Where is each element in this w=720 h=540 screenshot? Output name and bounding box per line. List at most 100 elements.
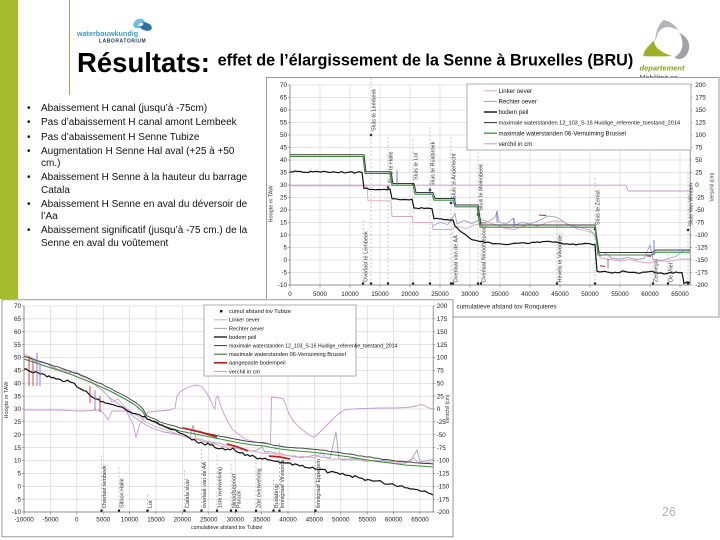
svg-text:20: 20 (14, 432, 22, 439)
svg-text:55: 55 (14, 342, 22, 349)
svg-text:limnigraaf Vilvoorde: limnigraaf Vilvoorde (280, 460, 286, 508)
svg-text:Rechter oever: Rechter oever (499, 99, 537, 106)
svg-text:0: 0 (17, 483, 21, 490)
svg-text:Sluis te Zemst: Sluis te Zemst (595, 190, 601, 225)
svg-text:-50: -50 (437, 432, 447, 439)
svg-text:45: 45 (14, 368, 22, 375)
svg-text:40000: 40000 (279, 517, 297, 524)
svg-text:75: 75 (695, 145, 703, 152)
svg-text:-25: -25 (695, 195, 705, 202)
svg-text:100: 100 (695, 132, 706, 139)
svg-text:bodem peil: bodem peil (229, 335, 256, 341)
svg-text:Sluis te Halle: Sluis te Halle (388, 151, 394, 183)
svg-text:40: 40 (280, 157, 288, 164)
svg-text:De Vliet: De Vliet (668, 262, 674, 282)
svg-text:Sifoon Halle: Sifoon Halle (119, 478, 125, 508)
svg-text:Rechter oever: Rechter oever (229, 326, 264, 332)
svg-text:25: 25 (695, 170, 703, 177)
svg-text:Sluis te Anderlecht: Sluis te Anderlecht (451, 153, 457, 199)
svg-text:Lot: Lot (148, 500, 154, 508)
svg-text:30: 30 (14, 406, 22, 413)
svg-text:65: 65 (280, 95, 288, 102)
svg-text:40: 40 (14, 381, 22, 388)
svg-text:cumulatieve afstand tov Ronqu: cumulatieve afstand tov Ronquieres (457, 304, 557, 311)
svg-text:55000: 55000 (611, 291, 629, 298)
svg-text:-5: -5 (281, 270, 287, 277)
svg-text:25: 25 (437, 393, 445, 400)
svg-text:-150: -150 (437, 483, 450, 490)
svg-text:150: 150 (695, 107, 706, 114)
svg-text:25: 25 (280, 195, 288, 202)
svg-text:-5: -5 (15, 496, 21, 503)
svg-text:55: 55 (280, 120, 288, 127)
svg-text:60: 60 (280, 107, 288, 114)
svg-text:Verschil (cm): Verschil (cm) (445, 394, 451, 423)
svg-text:Overlaat Ninoofsepoort 1: Overlaat Ninoofsepoort 1 (481, 221, 487, 282)
svg-text:125: 125 (437, 342, 448, 349)
svg-text:20: 20 (280, 207, 288, 214)
svg-text:Overlast te Lembeek: Overlast te Lembeek (363, 231, 369, 282)
svg-text:45: 45 (280, 145, 288, 152)
svg-text:50: 50 (14, 355, 22, 362)
svg-text:departement: departement (640, 64, 686, 73)
svg-text:-125: -125 (695, 245, 708, 252)
svg-text:25000: 25000 (431, 291, 449, 298)
svg-text:2de overwelving: 2de overwelving (256, 468, 262, 508)
svg-text:-125: -125 (437, 471, 450, 478)
svg-text:0: 0 (437, 406, 441, 413)
svg-text:5000: 5000 (313, 291, 328, 298)
svg-text:-200: -200 (437, 509, 450, 516)
svg-text:Verschil (cm): Verschil (cm) (710, 172, 716, 201)
svg-text:-175: -175 (695, 270, 708, 277)
svg-text:1ste overwelving: 1ste overwelving (217, 467, 223, 508)
svg-text:150: 150 (437, 329, 448, 336)
svg-text:Linker oever: Linker oever (229, 318, 260, 324)
svg-text:50: 50 (437, 381, 445, 388)
svg-text:70: 70 (280, 82, 288, 89)
svg-text:65000: 65000 (671, 291, 689, 298)
svg-text:maximale waterstanden 12_103_S: maximale waterstanden 12_103_S-16 Huidig… (229, 344, 398, 350)
svg-text:35000: 35000 (253, 517, 271, 524)
svg-text:175: 175 (695, 95, 706, 102)
svg-text:35: 35 (14, 393, 22, 400)
svg-text:30: 30 (280, 182, 288, 189)
svg-text:waterbouwkundig: waterbouwkundig (76, 29, 138, 38)
svg-text:20000: 20000 (401, 291, 419, 298)
svg-text:-50: -50 (695, 207, 705, 214)
svg-text:aangepaste bodempeil: aangepaste bodempeil (229, 361, 286, 367)
svg-text:70: 70 (14, 303, 22, 310)
svg-text:cumulatieve afstand tov Tubiz: cumulatieve afstand tov Tubize (191, 525, 262, 531)
svg-text:Ninoofsepoort: Ninoofsepoort (231, 473, 237, 508)
svg-text:verchil in cm: verchil in cm (229, 369, 260, 375)
svg-text:maximale waterstanden 12_103_S: maximale waterstanden 12_103_S-16 Huidig… (499, 121, 681, 127)
svg-text:10: 10 (280, 232, 288, 239)
svg-text:maximale waterstanden 06-Vernu: maximale waterstanden 06-Vernuiming Brus… (229, 352, 346, 358)
svg-text:Zennegat: Zennegat (653, 258, 659, 282)
svg-text:35000: 35000 (491, 291, 509, 298)
svg-text:Sluis te Molenbeek: Sluis te Molenbeek (478, 164, 484, 211)
svg-text:-100: -100 (695, 232, 708, 239)
svg-text:60000: 60000 (641, 291, 659, 298)
svg-text:45000: 45000 (306, 517, 324, 524)
svg-text:limnigraaf Eppegem: limnigraaf Eppegem (316, 459, 322, 508)
svg-text:15000: 15000 (147, 517, 165, 524)
svg-text:40000: 40000 (521, 291, 539, 298)
svg-text:15: 15 (280, 220, 288, 227)
svg-text:-150: -150 (695, 257, 708, 264)
svg-text:-10: -10 (12, 509, 22, 516)
svg-text:175: 175 (437, 316, 448, 323)
svg-text:0: 0 (695, 182, 699, 189)
svg-text:Catala stuw: Catala stuw (185, 479, 191, 508)
svg-text:-25: -25 (437, 419, 447, 426)
svg-text:-100: -100 (437, 458, 450, 465)
svg-text:Sluis te Lembeek: Sluis te Lembeek (371, 89, 377, 131)
svg-text:Overlast lembeek: Overlast lembeek (102, 465, 108, 508)
svg-text:30000: 30000 (226, 517, 244, 524)
svg-text:Hoogte m TAW: Hoogte m TAW (4, 381, 10, 419)
svg-text:Sluis te Ruisbroek: Sluis te Ruisbroek (430, 141, 436, 186)
svg-text:0: 0 (283, 257, 287, 264)
svg-text:10: 10 (14, 458, 22, 465)
svg-text:Sluis Van Wintam: Sluis Van Wintam (688, 183, 694, 226)
svg-text:200: 200 (695, 82, 706, 89)
svg-text:10000: 10000 (341, 291, 359, 298)
